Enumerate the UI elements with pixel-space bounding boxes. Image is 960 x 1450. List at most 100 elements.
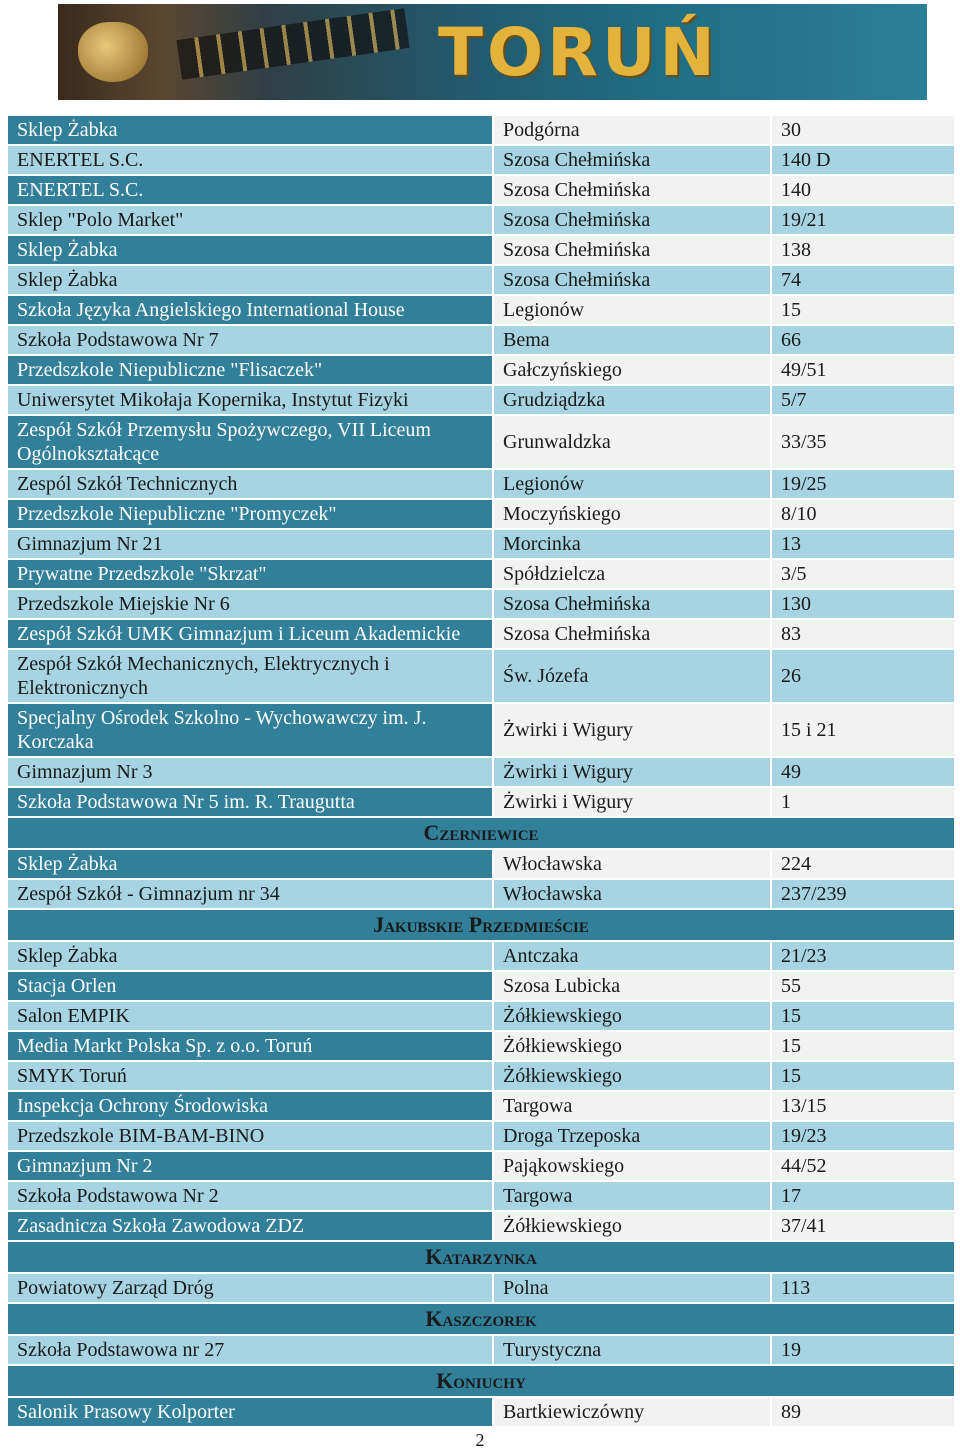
location-name: Zespół Szkół UMK Gimnazjum i Liceum Akad… bbox=[8, 620, 492, 648]
street-number: 8/10 bbox=[772, 500, 954, 528]
table-row: Sklep Żabka Antczaka 21/23 bbox=[8, 942, 954, 970]
street-name: Bartkiewiczówny bbox=[494, 1398, 770, 1426]
table-row: Zespół Szkół - Gimnazjum nr 34 Włocławska… bbox=[8, 880, 954, 908]
street-name: Szosa Chełmińska bbox=[494, 620, 770, 648]
street-number: 140 bbox=[772, 176, 954, 204]
table-row: Zespół Szkół UMK Gimnazjum i Liceum Akad… bbox=[8, 620, 954, 648]
section-header-row: Koniuchy bbox=[8, 1366, 954, 1396]
table-row: Powiatowy Zarząd Dróg Polna 113 bbox=[8, 1274, 954, 1302]
table-row: Szkoła Podstawowa Nr 7 Bema 66 bbox=[8, 326, 954, 354]
street-name: Żółkiewskiego bbox=[494, 1032, 770, 1060]
location-name: Przedszkole Niepubliczne "Flisaczek" bbox=[8, 356, 492, 384]
location-name: Szkoła Podstawowa Nr 5 im. R. Traugutta bbox=[8, 788, 492, 816]
street-name: Szosa Chełmińska bbox=[494, 176, 770, 204]
street-number: 13/15 bbox=[772, 1092, 954, 1120]
street-number: 26 bbox=[772, 650, 954, 702]
table-row: Salonik Prasowy Kolporter Bartkiewiczówny… bbox=[8, 1398, 954, 1426]
street-number: 44/52 bbox=[772, 1152, 954, 1180]
location-name: Salon EMPIK bbox=[8, 1002, 492, 1030]
table-row: Sklep "Polo Market" Szosa Chełmińska 19/21 bbox=[8, 206, 954, 234]
street-number: 15 bbox=[772, 1002, 954, 1030]
street-number: 140 D bbox=[772, 146, 954, 174]
section-title: Koniuchy bbox=[8, 1366, 954, 1396]
street-name: Grudziądzka bbox=[494, 386, 770, 414]
street-name: Moczyńskiego bbox=[494, 500, 770, 528]
table-row: Sklep Żabka Szosa Chełmińska 74 bbox=[8, 266, 954, 294]
location-name: Zasadnicza Szkoła Zawodowa ZDZ bbox=[8, 1212, 492, 1240]
location-name: Szkoła Podstawowa Nr 2 bbox=[8, 1182, 492, 1210]
street-name: Gałczyńskiego bbox=[494, 356, 770, 384]
table-row: Specjalny Ośrodek Szkolno - Wychowawczy … bbox=[8, 704, 954, 756]
street-name: Morcinka bbox=[494, 530, 770, 558]
table-row: Przedszkole Miejskie Nr 6 Szosa Chełmińsk… bbox=[8, 590, 954, 618]
table-row: Przedszkole BIM-BAM-BINO Droga Trzeposka 1… bbox=[8, 1122, 954, 1150]
location-name: Przedszkole Miejskie Nr 6 bbox=[8, 590, 492, 618]
street-name: Włocławska bbox=[494, 850, 770, 878]
table-row: Stacja Orlen Szosa Lubicka 55 bbox=[8, 972, 954, 1000]
street-number: 15 bbox=[772, 1062, 954, 1090]
street-number: 37/41 bbox=[772, 1212, 954, 1240]
street-name: Szosa Lubicka bbox=[494, 972, 770, 1000]
table-row: Sklep Żabka Włocławska 224 bbox=[8, 850, 954, 878]
location-name: ENERTEL S.C. bbox=[8, 146, 492, 174]
location-name: Media Markt Polska Sp. z o.o. Toruń bbox=[8, 1032, 492, 1060]
street-number: 3/5 bbox=[772, 560, 954, 588]
table-row: Zespół Szkół Przemysłu Spożywczego, VII … bbox=[8, 416, 954, 468]
location-name: Szkoła Języka Angielskiego International… bbox=[8, 296, 492, 324]
street-name: Szosa Chełmińska bbox=[494, 206, 770, 234]
location-name: SMYK Toruń bbox=[8, 1062, 492, 1090]
street-name: Szosa Chełmińska bbox=[494, 236, 770, 264]
location-name: Szkoła Podstawowa nr 27 bbox=[8, 1336, 492, 1364]
table-row: SMYK Toruń Żółkiewskiego 15 bbox=[8, 1062, 954, 1090]
table-row: Salon EMPIK Żółkiewskiego 15 bbox=[8, 1002, 954, 1030]
location-name: Uniwersytet Mikołaja Kopernika, Instytut… bbox=[8, 386, 492, 414]
street-name: Bema bbox=[494, 326, 770, 354]
location-name: Stacja Orlen bbox=[8, 972, 492, 1000]
street-name: Legionów bbox=[494, 296, 770, 324]
street-name: Żwirki i Wigury bbox=[494, 704, 770, 756]
section-header-row: Czerniewice bbox=[8, 818, 954, 848]
street-number: 33/35 bbox=[772, 416, 954, 468]
table-row: Przedszkole Niepubliczne "Promyczek" Mocz… bbox=[8, 500, 954, 528]
street-name: Św. Józefa bbox=[494, 650, 770, 702]
location-name: Zespół Szkół Mechanicznych, Elektrycznyc… bbox=[8, 650, 492, 702]
street-number: 113 bbox=[772, 1274, 954, 1302]
locations-table: Sklep Żabka Podgórna 30 ENERTEL S.C. Szosa C… bbox=[6, 114, 956, 1428]
street-name: Szosa Chełmińska bbox=[494, 266, 770, 294]
street-name: Polna bbox=[494, 1274, 770, 1302]
theatre-mask-icon bbox=[78, 22, 148, 82]
street-number: 17 bbox=[772, 1182, 954, 1210]
location-name: Gimnazjum Nr 3 bbox=[8, 758, 492, 786]
banner-title: TORUŃ PORUSZA bbox=[438, 14, 817, 100]
table-row: Gimnazjum Nr 2 Pająkowskiego 44/52 bbox=[8, 1152, 954, 1180]
table-row: Gimnazjum Nr 21 Morcinka 13 bbox=[8, 530, 954, 558]
street-name: Pająkowskiego bbox=[494, 1152, 770, 1180]
street-number: 74 bbox=[772, 266, 954, 294]
street-number: 21/23 bbox=[772, 942, 954, 970]
header-banner: TORUŃ PORUSZA bbox=[58, 4, 927, 100]
street-name: Szosa Chełmińska bbox=[494, 590, 770, 618]
street-name: Spółdzielcza bbox=[494, 560, 770, 588]
table-row: Szkoła Podstawowa Nr 2 Targowa 17 bbox=[8, 1182, 954, 1210]
table-row: Media Markt Polska Sp. z o.o. Toruń Żółki… bbox=[8, 1032, 954, 1060]
location-name: Specjalny Ośrodek Szkolno - Wychowawczy … bbox=[8, 704, 492, 756]
street-name: Żółkiewskiego bbox=[494, 1212, 770, 1240]
street-name: Legionów bbox=[494, 470, 770, 498]
table-row: Prywatne Przedszkole "Skrzat" Spółdzielcz… bbox=[8, 560, 954, 588]
location-name: Zespół Szkół Przemysłu Spożywczego, VII … bbox=[8, 416, 492, 468]
street-number: 19 bbox=[772, 1336, 954, 1364]
street-name: Grunwaldzka bbox=[494, 416, 770, 468]
street-number: 19/21 bbox=[772, 206, 954, 234]
table-row: Zasadnicza Szkoła Zawodowa ZDZ Żółkiewski… bbox=[8, 1212, 954, 1240]
location-name: Sklep Żabka bbox=[8, 850, 492, 878]
street-name: Turystyczna bbox=[494, 1336, 770, 1364]
street-name: Włocławska bbox=[494, 880, 770, 908]
table-row: Gimnazjum Nr 3 Żwirki i Wigury 49 bbox=[8, 758, 954, 786]
street-number: 55 bbox=[772, 972, 954, 1000]
location-name: Inspekcja Ochrony Środowiska bbox=[8, 1092, 492, 1120]
street-number: 66 bbox=[772, 326, 954, 354]
location-name: Przedszkole BIM-BAM-BINO bbox=[8, 1122, 492, 1150]
location-name: Sklep "Polo Market" bbox=[8, 206, 492, 234]
table-row: Inspekcja Ochrony Środowiska Targowa 13/15 bbox=[8, 1092, 954, 1120]
street-number: 1 bbox=[772, 788, 954, 816]
